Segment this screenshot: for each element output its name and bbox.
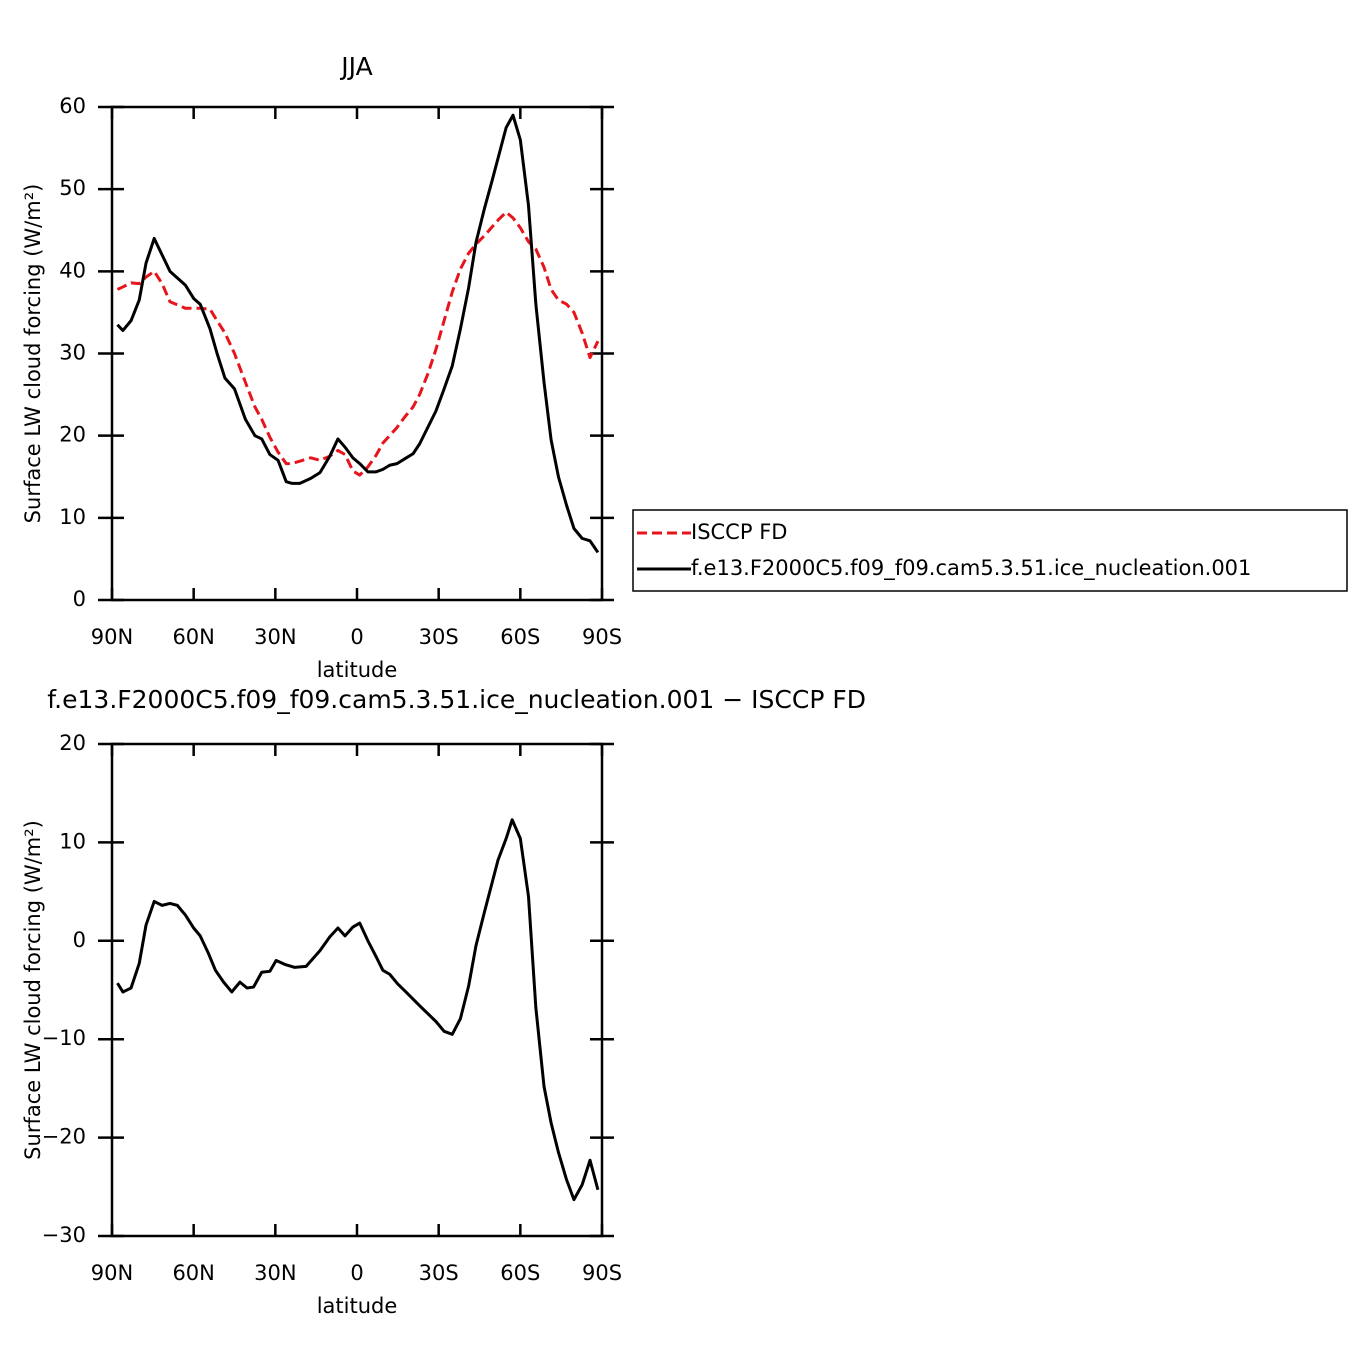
data-line bbox=[116, 210, 600, 477]
data-line bbox=[116, 113, 600, 554]
data-line bbox=[116, 818, 600, 1202]
legend-label: f.e13.F2000C5.f09_f09.cam5.3.51.ice_nucl… bbox=[691, 556, 1251, 581]
chart-title: f.e13.F2000C5.f09_f09.cam5.3.51.ice_nucl… bbox=[47, 685, 866, 714]
y-tick-label: 40 bbox=[59, 258, 86, 282]
chart-title: JJA bbox=[339, 52, 372, 81]
x-tick-label: 30N bbox=[254, 625, 296, 649]
y-tick-label: 10 bbox=[59, 829, 86, 853]
x-tick-label: 60N bbox=[172, 1261, 214, 1285]
y-axis-label: Surface LW cloud forcing (W/m²) bbox=[21, 820, 45, 1160]
y-tick-label: 60 bbox=[59, 94, 86, 118]
y-tick-label: 20 bbox=[59, 731, 86, 755]
y-tick-label: −10 bbox=[42, 1026, 86, 1050]
y-tick-label: 50 bbox=[59, 176, 86, 200]
y-tick-label: 0 bbox=[73, 928, 86, 952]
x-tick-label: 30S bbox=[419, 625, 459, 649]
y-tick-label: −20 bbox=[42, 1125, 86, 1149]
x-axis-label: latitude bbox=[317, 1294, 398, 1318]
y-tick-label: 30 bbox=[59, 341, 86, 365]
legend-box bbox=[632, 509, 1348, 592]
y-tick-label: 10 bbox=[59, 505, 86, 529]
x-tick-label: 0 bbox=[350, 625, 363, 649]
x-tick-label: 90N bbox=[91, 625, 133, 649]
plot-frame bbox=[110, 742, 604, 1238]
x-axis-label: latitude bbox=[317, 658, 398, 682]
x-tick-label: 60N bbox=[172, 625, 214, 649]
x-tick-label: 30N bbox=[254, 1261, 296, 1285]
x-tick-label: 60S bbox=[500, 1261, 540, 1285]
x-tick-label: 0 bbox=[350, 1261, 363, 1285]
y-tick-label: −30 bbox=[42, 1223, 86, 1247]
x-tick-label: 90S bbox=[582, 1261, 622, 1285]
plot-frame bbox=[110, 105, 604, 602]
x-tick-label: 60S bbox=[500, 625, 540, 649]
y-tick-label: 20 bbox=[59, 423, 86, 447]
x-tick-label: 30S bbox=[419, 1261, 459, 1285]
x-tick-label: 90S bbox=[582, 625, 622, 649]
x-tick-label: 90N bbox=[91, 1261, 133, 1285]
legend-label: ISCCP FD bbox=[691, 520, 787, 544]
y-axis-label: Surface LW cloud forcing (W/m²) bbox=[21, 184, 45, 524]
y-tick-label: 0 bbox=[73, 587, 86, 611]
